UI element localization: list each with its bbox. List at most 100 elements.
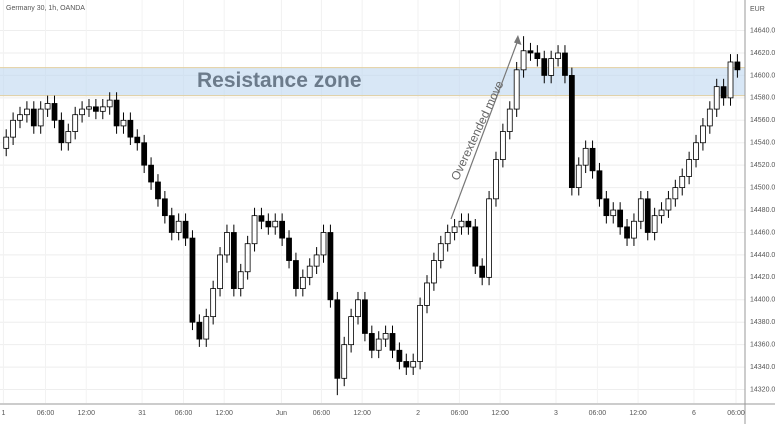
candle-body — [306, 265, 313, 278]
candle-body — [451, 226, 458, 233]
candle-body — [341, 344, 348, 379]
candle-body — [631, 220, 637, 239]
y-tick-label: 14640.0 — [750, 27, 775, 34]
candle-body — [113, 99, 120, 127]
candle-body — [589, 147, 596, 172]
candle-body — [313, 254, 320, 267]
candle-body — [120, 119, 127, 127]
candle-body — [417, 305, 423, 362]
candle-body — [320, 232, 327, 256]
candle-body — [382, 333, 389, 340]
candle-body — [72, 114, 79, 132]
candle-body — [168, 215, 175, 233]
x-tick-label: 12:00 — [77, 410, 95, 417]
candle-body — [486, 198, 492, 278]
y-tick-label: 14460.0 — [750, 229, 775, 236]
candle-body — [493, 159, 499, 200]
candle-body — [472, 226, 479, 267]
candle-body — [424, 282, 430, 306]
candle-body — [127, 119, 134, 138]
candle-body — [403, 361, 410, 368]
x-tick-label: 1 — [1, 410, 5, 417]
y-tick-label: 14340.0 — [750, 364, 775, 371]
x-tick-label: 06:00 — [313, 410, 331, 417]
candle-body — [24, 108, 30, 116]
chart-title: Germany 30, 1h, OANDA — [6, 5, 85, 12]
y-tick-label: 14520.0 — [750, 162, 775, 169]
x-tick-label: 06:00 — [589, 410, 607, 417]
candle-body — [499, 131, 506, 160]
zone-layer: Resistance zone — [0, 67, 745, 97]
candle-body — [513, 69, 520, 110]
candle-body — [299, 276, 306, 289]
x-tick-label: 2 — [416, 410, 420, 417]
candle-body — [293, 260, 299, 289]
candle-body — [700, 125, 706, 144]
candle-body — [465, 220, 472, 228]
candle-body — [141, 142, 148, 166]
candle-body — [520, 50, 527, 71]
candle-body — [134, 136, 141, 144]
candle-body — [244, 243, 251, 273]
candle-body — [65, 131, 72, 144]
candle-body — [603, 198, 610, 217]
candle-body — [396, 349, 403, 362]
y-tick-label: 14320.0 — [750, 386, 775, 393]
candle-body — [693, 142, 699, 160]
y-tick-label: 14500.0 — [750, 184, 775, 191]
candle-body — [368, 333, 375, 351]
candle-body — [637, 198, 644, 222]
candle-body — [99, 106, 106, 112]
candle-body — [389, 333, 396, 351]
candle-body — [286, 237, 292, 261]
currency-label: EUR — [750, 6, 765, 13]
candle-body — [444, 232, 451, 245]
y-tick-label: 14600.0 — [750, 72, 775, 79]
candle-body — [624, 226, 630, 239]
candle-body — [734, 61, 741, 71]
candle-body — [161, 198, 168, 217]
candle-body — [665, 198, 672, 211]
candle-body — [86, 106, 92, 110]
candle-body — [479, 265, 486, 278]
arrow-head — [514, 35, 522, 45]
candle-body — [686, 159, 693, 177]
candle-body — [217, 254, 223, 289]
candle-body — [355, 299, 361, 318]
candle-body — [44, 103, 51, 110]
candle-body — [237, 271, 244, 289]
x-tick-label: 6 — [692, 410, 696, 417]
x-tick-label: 06:00 — [175, 410, 193, 417]
candle-body — [706, 108, 713, 127]
x-tick-label: 3 — [554, 410, 558, 417]
candle-body — [155, 181, 161, 200]
candle-body — [279, 220, 286, 239]
y-tick-label: 14380.0 — [750, 319, 775, 326]
candle-body — [30, 108, 37, 127]
candle-body — [175, 220, 182, 233]
candle-body — [596, 170, 603, 200]
candle-body — [265, 220, 272, 228]
candle-body — [224, 232, 230, 256]
candle-body — [203, 316, 210, 340]
candle-body — [534, 52, 541, 60]
candle-body — [210, 288, 217, 318]
candle-body — [93, 106, 99, 112]
y-tick-label: 14560.0 — [750, 117, 775, 124]
candle-body — [51, 103, 58, 121]
candle-body — [37, 108, 44, 127]
candle-body — [727, 61, 734, 99]
candle-body — [182, 220, 189, 239]
y-tick-label: 14400.0 — [750, 297, 775, 304]
y-tick-label: 14540.0 — [750, 140, 775, 147]
candle-body — [658, 209, 665, 217]
candle-body — [3, 136, 10, 149]
candle-body — [375, 338, 382, 351]
candle-body — [458, 220, 465, 228]
y-tick-label: 14620.0 — [750, 50, 775, 57]
candle-body — [506, 108, 513, 132]
zone-band — [0, 67, 745, 96]
y-tick-label: 14440.0 — [750, 252, 775, 259]
y-tick-label: 14360.0 — [750, 342, 775, 349]
candle-body — [582, 147, 589, 166]
